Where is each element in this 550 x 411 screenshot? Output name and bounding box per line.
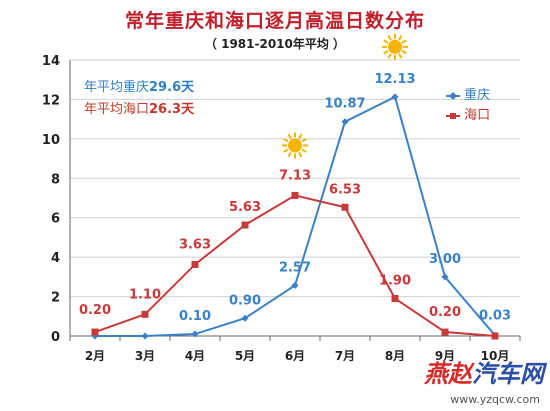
data-label-chongqing: 0.10 [179,309,211,324]
data-point-chongqing [391,93,399,101]
y-tick-label: 8 [51,172,60,187]
sun-ray [383,49,389,55]
sun-ray [283,148,289,153]
note-chongqing: 年平均重庆29.6天 [84,76,194,95]
legend-label-haikou: 海口 [464,108,491,123]
note-haikou: 年平均海口26.3天 [84,98,194,117]
y-tick-label: 12 [42,93,60,108]
watermark-logo: 燕赵汽车网 [424,354,544,389]
legend-marker-haikou [446,112,460,119]
y-tick-label: 0 [51,330,60,345]
sun-ray [401,49,407,55]
x-tick-label: 9月 [435,349,455,363]
sun-ray [398,53,403,59]
data-point-haikou [441,328,449,336]
chart-subtitle: （ 1981-2010年平均 ） [204,37,346,51]
x-tick-label: 7月 [335,349,355,363]
series-group [91,93,499,340]
note-haikou-value: 26.3天 [149,102,195,117]
data-label-chongqing: 3.00 [429,252,461,267]
data-label-haikou: 7.13 [279,168,311,183]
data-point-chongqing [341,118,349,126]
axes: 0 2 4 6 8 10 12 14 2月 3月 4月 5月 6月 7月 8月 9月 10月 [42,54,521,363]
grid-lines [70,59,520,298]
x-tick-label: 4月 [185,349,205,363]
data-label-haikou: 0.20 [429,305,461,320]
legend-entry-chongqing: 重庆 [446,84,536,103]
y-tick-label: 4 [51,251,60,266]
sun-ray [283,138,289,143]
data-point-haikou [191,260,199,268]
chart-title: 常年重庆和海口逐月高温日数分布 [124,10,425,32]
legend-entry-haikou: 海口 [446,104,536,123]
data-point-haikou [391,295,399,303]
note-haikou-prefix: 年平均海口 [84,102,150,117]
sun-ray [301,138,307,143]
y-tick-label: 14 [42,54,60,69]
data-point-chongqing [441,273,449,281]
data-point-chongqing [191,330,199,338]
sun-disc [288,138,302,153]
watermark-part2: 汽车网 [472,360,544,388]
x-tick-label: 8月 [385,349,405,363]
sun-ray [287,133,292,140]
sun-ray [298,133,303,140]
x-tick-label: 3月 [135,349,155,363]
sun-ray [387,35,392,41]
watermark-part1: 燕赵 [424,360,472,388]
x-tick-label: 2月 [85,349,105,363]
data-label-chongqing: 0.90 [229,293,261,308]
note-chongqing-prefix: 年平均重庆 [84,80,150,95]
sun-ray [401,39,407,44]
data-labels: 0.10 0.90 2.57 10.87 12.13 3.00 0.03 0.20 1.10 3.… [79,72,511,324]
sun-ray [298,151,303,158]
watermark-url: www.yzqcw.com [450,393,540,406]
data-label-haikou: 1.10 [129,287,161,302]
y-tick-label: 10 [42,133,60,148]
x-tick-label: 5月 [235,349,255,363]
data-point-haikou [341,203,349,211]
data-point-chongqing [241,314,249,322]
x-tick-label: 6月 [285,349,305,363]
legend-marker-chongqing [446,91,460,100]
data-label-haikou: 1.90 [379,274,411,289]
sun-icon [382,33,408,60]
sun-ray [301,148,307,153]
y-tick-label: 2 [51,291,60,306]
data-label-chongqing: 0.03 [479,308,511,323]
y-tick-label: 6 [51,212,60,227]
data-label-chongqing: 10.87 [324,97,365,112]
sun-icon [282,132,308,159]
sun-ray [387,53,392,59]
data-label-haikou: 6.53 [329,182,361,197]
legend-label-chongqing: 重庆 [464,88,491,103]
data-point-haikou [241,221,249,229]
sun-ray [383,39,389,44]
data-point-haikou [491,332,499,340]
data-label-haikou: 0.20 [79,303,111,318]
sun-ray [287,151,292,158]
data-point-chongqing [141,332,149,340]
data-point-haikou [291,191,299,199]
data-label-chongqing: 12.13 [374,72,415,87]
data-label-chongqing: 2.57 [279,260,311,275]
x-tick-label: 10月 [481,349,510,363]
data-point-chongqing [291,281,299,289]
sun-disc [388,39,402,54]
data-point-haikou [141,310,149,318]
annotations [282,33,408,159]
sun-ray [398,35,403,41]
data-point-haikou [91,328,99,336]
data-label-haikou: 3.63 [179,237,211,252]
data-label-haikou: 5.63 [229,200,261,215]
note-chongqing-value: 29.6天 [149,80,195,95]
